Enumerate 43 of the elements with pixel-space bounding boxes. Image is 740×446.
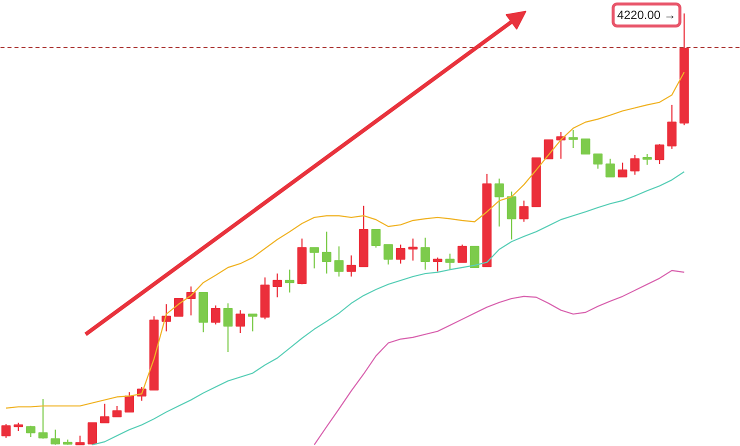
candlestick	[606, 158, 615, 178]
candlestick	[210, 304, 220, 326]
candlestick	[162, 304, 172, 332]
candlestick	[432, 256, 442, 272]
candlestick	[667, 104, 677, 150]
candlestick	[310, 247, 319, 269]
candlestick	[334, 246, 344, 278]
annotation: 4220.00 →	[617, 8, 676, 22]
candlestick	[346, 254, 356, 278]
candlestick	[284, 269, 294, 294]
candlestick	[248, 313, 258, 332]
candlestick	[223, 302, 233, 353]
candlestick	[593, 153, 603, 170]
candlestick	[470, 246, 480, 268]
candlestick	[408, 238, 418, 262]
candlestick	[580, 138, 590, 155]
candlestick	[88, 422, 98, 446]
candlestick	[396, 244, 406, 264]
candlestick	[568, 129, 578, 149]
candlestick	[75, 435, 85, 446]
candlestick	[322, 231, 332, 274]
candlestick	[384, 244, 393, 266]
candlestick	[618, 162, 628, 178]
candlestick	[458, 244, 467, 263]
candlestick	[50, 429, 60, 446]
candlestick	[494, 178, 504, 228]
candlestick	[272, 272, 282, 298]
candlestick	[38, 398, 48, 440]
candlestick	[371, 228, 381, 248]
candlestick	[174, 298, 184, 317]
candlestick	[654, 144, 664, 165]
candlestick	[112, 405, 122, 418]
candlestick	[236, 310, 246, 334]
candlestick	[642, 153, 652, 166]
candlestick	[519, 200, 529, 222]
candlestick	[1, 423, 11, 438]
candlestick	[420, 237, 430, 270]
candlestick	[445, 253, 455, 270]
candlestick	[544, 139, 554, 160]
candlestick	[630, 154, 640, 176]
candlestick	[506, 190, 516, 240]
candlestick	[124, 392, 134, 413]
candlestick	[100, 403, 110, 424]
